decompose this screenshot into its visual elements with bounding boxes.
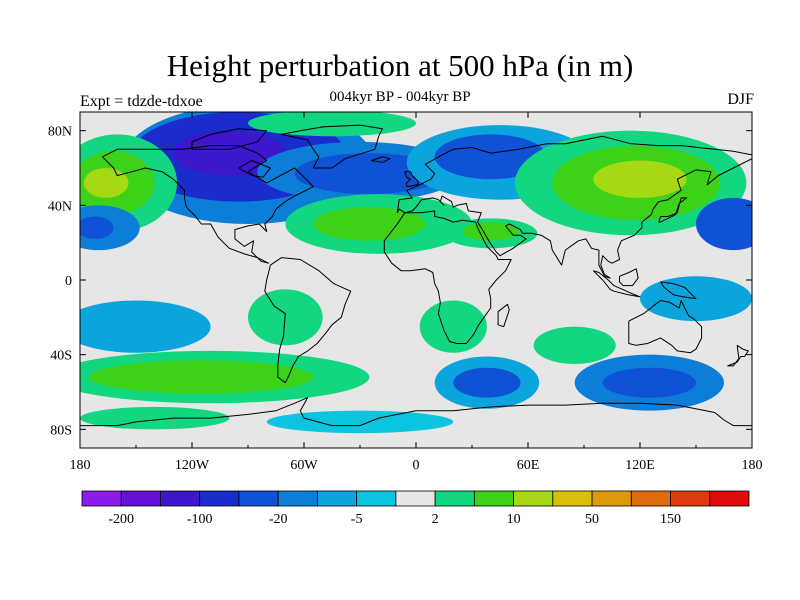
y-tick-label: 40N: [48, 199, 72, 214]
contour-indian-ocean-green: [533, 326, 616, 365]
contour-south-atlantic-green: [419, 300, 487, 353]
contour-australia-low: [602, 367, 696, 398]
colorbar-label: -200: [108, 512, 134, 527]
contour-arctic-high-green: [248, 112, 416, 137]
contour-north-africa-yellow: [462, 222, 519, 241]
coastline-indonesia: [592, 270, 641, 298]
contour-field: [80, 112, 752, 448]
coastline-arctic-islands: [191, 128, 268, 150]
coastline-hudson-bay: [238, 160, 271, 178]
x-tick-label: 60E: [517, 458, 540, 473]
colorbar-label: -5: [351, 512, 363, 527]
colorbar-label: -100: [187, 512, 213, 527]
coastline-uk: [404, 171, 419, 188]
y-tick-label: 80N: [48, 125, 72, 140]
contour-south-pacific-band: [89, 360, 314, 394]
x-tick-label: 180: [70, 458, 91, 473]
colorbar-box: [591, 490, 632, 507]
coastline-japan: [658, 197, 688, 223]
colorbar-box: [238, 490, 279, 507]
colorbar-label: 50: [585, 512, 599, 527]
colorbar-box: [317, 490, 358, 507]
coastline-africa: [383, 210, 512, 344]
y-tick-label: 0: [65, 274, 72, 289]
contour-south-indian-low: [453, 367, 521, 398]
contour-antarctic-cyan: [266, 410, 454, 434]
contour-siberia-low: [434, 134, 547, 180]
coastline-north-america: [102, 145, 314, 264]
coastline-iceland: [371, 156, 391, 163]
x-tick-label: 0: [413, 458, 420, 473]
colorbar-box: [160, 490, 201, 507]
colorbar-label: 2: [432, 512, 439, 527]
axis-ticks: 180 120W 60W 0 60E 120E 180 80N 40N 0 40S 80S: [48, 112, 763, 473]
coastline-madagascar: [497, 303, 510, 328]
contour-pacific-subtrop-low-core: [80, 216, 114, 239]
colorbar-box: [120, 490, 161, 507]
colorbar-box: [199, 490, 240, 507]
colorbar-box: [356, 490, 397, 507]
coastline-antarctica: [80, 397, 752, 427]
colorbar-box: [473, 490, 514, 507]
contour-antarctic-green: [80, 406, 230, 430]
coastline-new-zealand: [727, 344, 749, 367]
y-tick-label: 40S: [50, 349, 72, 364]
x-tick-label: 180: [742, 458, 763, 473]
colorbar-label: -20: [269, 512, 288, 527]
colorbar-box: [670, 490, 711, 507]
colorbar-box: [513, 490, 554, 507]
coastline-greenland: [281, 124, 383, 169]
colorbar-label: 10: [507, 512, 521, 527]
experiment-label: Expt = tdzde-tdxoe: [80, 93, 203, 110]
colorbar-box: [81, 490, 122, 507]
coastline-new-guinea: [660, 281, 697, 300]
coastline-eurasia: [396, 135, 752, 213]
coastline-south-america: [264, 257, 352, 384]
colorbar-box: [630, 490, 671, 507]
x-tick-label: 60W: [290, 458, 318, 473]
coastline-eurasia-east: [396, 158, 752, 279]
contour-ne-pacific-high-core: [83, 168, 129, 198]
y-tick-label: 80S: [50, 423, 72, 438]
coastline-borneo: [619, 268, 639, 287]
contour-asia-high-core: [593, 160, 687, 198]
colorbar-box: [434, 490, 475, 507]
colorbar-box: [552, 490, 593, 507]
figure-title: Height perturbation at 500 hPa (in m): [166, 48, 634, 83]
coastlines: [80, 124, 752, 427]
colorbar-box: [395, 490, 436, 507]
coastline-australia: [628, 300, 703, 354]
figure-subtitle: 004kyr BP - 004kyr BP: [329, 89, 471, 105]
colorbar: -200 -100 -20 -5 2 10 50 150: [81, 490, 750, 527]
contour-atlantic-subtrop-high: [313, 207, 426, 241]
season-label: DJF: [727, 91, 754, 108]
x-tick-label: 120W: [175, 458, 210, 473]
colorbar-label: 150: [660, 512, 681, 527]
colorbar-box: [709, 490, 750, 507]
contour-south-pacific-cyan: [80, 300, 211, 353]
contour-nw-pacific-low: [696, 197, 752, 251]
x-tick-label: 120E: [625, 458, 655, 473]
colorbar-box: [277, 490, 318, 507]
